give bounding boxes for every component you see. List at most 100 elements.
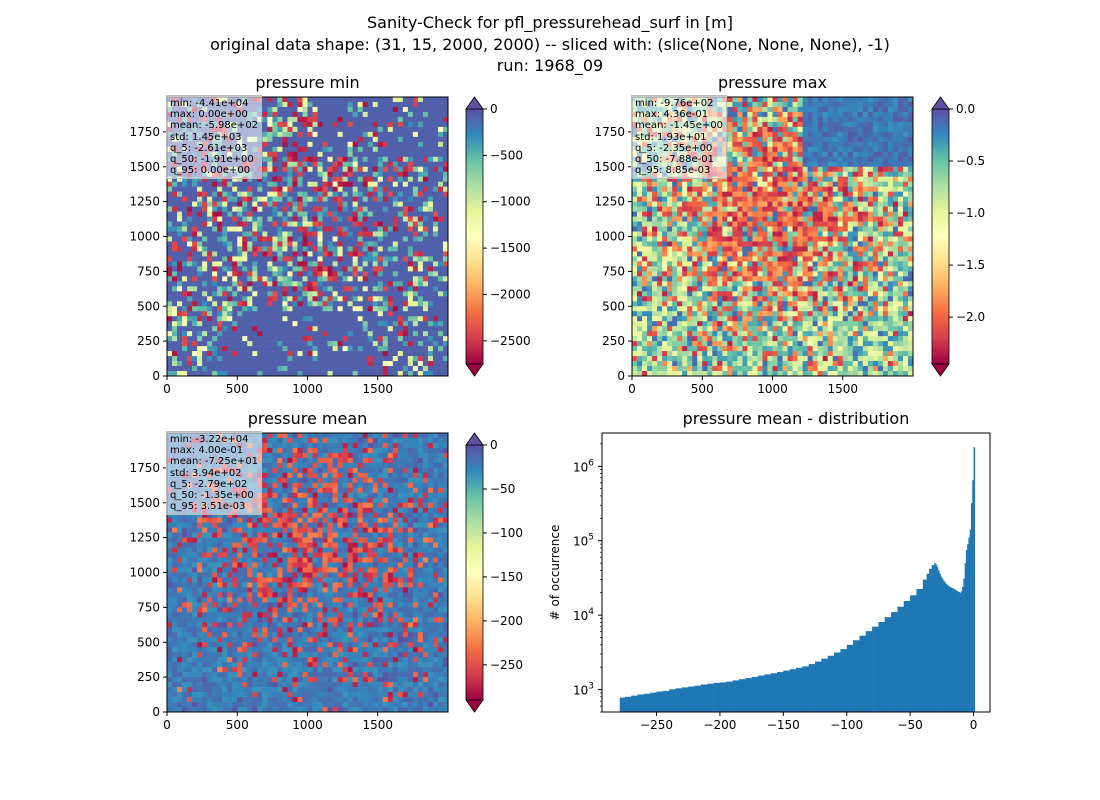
heatmap-cell [332, 261, 338, 267]
heatmap-cell [317, 166, 323, 173]
heatmap-cell [852, 136, 859, 143]
heatmap-cell [657, 251, 663, 257]
heatmap-cell [352, 181, 358, 187]
heatmap-cell [192, 211, 198, 217]
heatmap-cell [322, 306, 328, 312]
heatmap-cell [382, 316, 389, 322]
heatmap-cell [392, 106, 399, 113]
heatmap-cell [357, 326, 363, 332]
heatmap-cell [897, 226, 904, 232]
heatmap-cell [307, 106, 313, 113]
heatmap-cell [317, 306, 323, 312]
heatmap-cell [172, 326, 178, 332]
heatmap-cell [242, 181, 248, 187]
heatmap-cell [217, 326, 223, 332]
heatmap-cell [177, 316, 183, 322]
heatmap-cell [327, 356, 333, 362]
heatmap-cell [217, 256, 223, 262]
heatmap-cell [292, 361, 298, 367]
heatmap-cell [882, 176, 889, 182]
heatmap-cell [187, 321, 193, 327]
heatmap-cell [297, 311, 303, 317]
heatmap-cell [672, 211, 678, 217]
heatmap-cell [347, 346, 353, 352]
heatmap-cell [267, 236, 273, 242]
heatmap-cell [792, 181, 798, 187]
heatmap-cell [737, 231, 743, 237]
heatmap-cell [177, 296, 183, 302]
heatmap-cell [707, 226, 713, 232]
heatmap-cell [872, 196, 879, 202]
heatmap-cell [662, 246, 668, 252]
heatmap-cell [277, 116, 283, 123]
heatmap-cell [787, 131, 793, 138]
heatmap-cell [437, 161, 444, 168]
heatmap-cell [367, 136, 374, 143]
heatmap-cell [817, 206, 823, 212]
heatmap-cell [817, 97, 823, 103]
heatmap-cell [197, 201, 203, 207]
heatmap-cell [317, 326, 323, 332]
heatmap-cell [222, 241, 228, 247]
heatmap-cell [327, 276, 333, 282]
heatmap-cell [907, 241, 914, 247]
heatmap-cell [392, 286, 399, 292]
heatmap-cell [212, 306, 218, 312]
heatmap-cell [337, 146, 343, 153]
heatmap-cell [797, 241, 803, 247]
heatmap-cell [397, 336, 404, 342]
heatmap-cell [427, 221, 434, 227]
heatmap-cell [902, 236, 909, 242]
heatmap-cell [292, 251, 298, 257]
heatmap-cell [382, 256, 389, 262]
heatmap-cell [252, 236, 258, 242]
heatmap-cell [252, 231, 258, 237]
heatmap-cell [682, 256, 688, 262]
heatmap-cell [362, 171, 369, 178]
heatmap-cell [372, 286, 379, 292]
heatmap-cell [412, 201, 419, 207]
heatmap-cell [197, 191, 203, 197]
heatmap-cell [822, 176, 828, 182]
heatmap-cell [237, 281, 243, 287]
heatmap-cell [822, 196, 828, 202]
heatmap-cell [327, 146, 333, 153]
heatmap-cell [367, 161, 374, 168]
heatmap-cell [417, 191, 424, 197]
heatmap-cell [212, 256, 218, 262]
heatmap-cell [857, 241, 864, 247]
heatmap-cell [377, 281, 384, 287]
heatmap-cell [182, 196, 188, 202]
heatmap-cell [862, 231, 869, 237]
heatmap-cell [897, 116, 904, 123]
heatmap-cell [327, 166, 333, 173]
heatmap-cell [792, 101, 798, 108]
heatmap-cell [377, 371, 384, 377]
heatmap-cell [292, 186, 298, 192]
heatmap-cell [392, 131, 399, 138]
heatmap-cell [217, 246, 223, 252]
heatmap-cell [682, 186, 688, 192]
heatmap-cell [382, 181, 389, 187]
heatmap-cell [287, 131, 293, 138]
heatmap-cell [182, 331, 188, 337]
heatmap-cell [647, 201, 653, 207]
heatmap-cell [872, 166, 879, 173]
heatmap-cell [192, 316, 198, 322]
heatmap-cell [892, 176, 899, 182]
heatmap-cell [352, 191, 358, 197]
heatmap-cell [817, 176, 823, 182]
heatmap-cell [437, 271, 444, 277]
heatmap-cell [362, 261, 369, 267]
heatmap-cell [317, 266, 323, 272]
heatmap-cell [317, 161, 323, 168]
heatmap-cell [342, 321, 348, 327]
heatmap-cell [297, 231, 303, 237]
heatmap-cell [822, 101, 828, 108]
heatmap-cell [397, 136, 404, 143]
heatmap-cell [332, 291, 338, 297]
heatmap-cell [312, 216, 318, 222]
heatmap-cell [847, 246, 854, 252]
heatmap-cell [412, 121, 419, 128]
heatmap-cell [787, 246, 793, 252]
